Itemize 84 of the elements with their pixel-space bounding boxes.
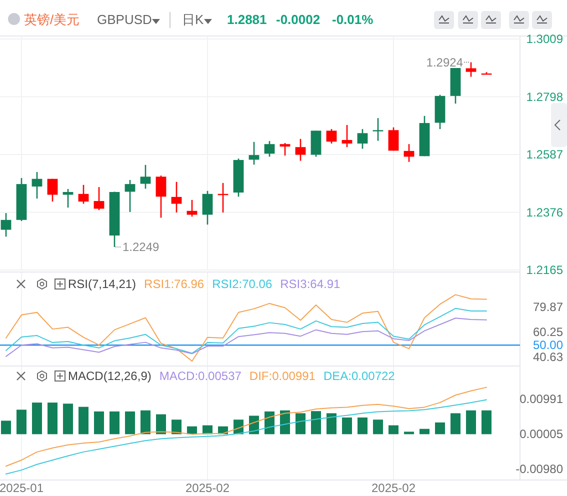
bar [326, 413, 336, 434]
bar [280, 410, 290, 434]
chart-title: RSI(7,14,21) [68, 277, 136, 291]
bar [373, 420, 383, 434]
line-series [6, 294, 487, 362]
y-tick-label: 1.2587 [526, 148, 564, 162]
candlestick [280, 142, 290, 156]
y-tick-label: 1.2376 [526, 205, 564, 220]
candlestick [357, 128, 368, 150]
bar [16, 410, 26, 434]
bar [125, 411, 135, 434]
text: -0.01% [332, 12, 374, 27]
bar [264, 411, 274, 434]
line-series [6, 318, 487, 357]
text: 1.2881 [227, 12, 267, 27]
line-series [6, 399, 487, 474]
candlestick [140, 164, 151, 190]
bar [466, 410, 476, 434]
y-tick-label: 1.2798 [526, 90, 564, 104]
line-series [6, 308, 487, 354]
bar [482, 410, 492, 434]
y-tick-label: 0.00991 [520, 392, 564, 406]
y-tick-label: 40.63 [532, 350, 564, 364]
bar [48, 402, 58, 434]
x-tick-label: 2025-01 [0, 481, 44, 495]
x-tick-label: 2025-02 [371, 481, 416, 495]
bar [342, 417, 352, 434]
candlestick [404, 143, 414, 163]
text: 日K [182, 12, 204, 27]
candlestick [466, 62, 476, 78]
bar [1, 420, 11, 434]
annotation: 1.2924 [426, 55, 464, 70]
candlestick [124, 179, 136, 213]
bar [311, 411, 321, 434]
candlestick [0, 212, 12, 238]
candlestick [171, 181, 182, 214]
bar [450, 413, 460, 434]
candlestick [78, 184, 89, 204]
candlestick [32, 171, 42, 200]
bar [140, 410, 150, 434]
candlestick [202, 190, 213, 226]
text: RSI1:76.96 [144, 277, 204, 291]
ref-line-label: 50.00 [532, 338, 564, 352]
bar [94, 411, 104, 434]
x-tick-label: 2025-02 [185, 481, 230, 495]
bar [435, 422, 445, 434]
bar [358, 417, 368, 434]
candlestick [156, 174, 166, 218]
line-series [6, 386, 487, 467]
bar [156, 414, 166, 434]
candlestick [388, 126, 399, 152]
candlestick [47, 178, 58, 202]
annotation: MACD:0.00537 [159, 369, 242, 383]
text: DEA:0.00722 [323, 369, 396, 383]
bar [388, 425, 398, 434]
y-tick-label: 1.2165 [526, 263, 564, 277]
text: RSI3:64.91 [280, 277, 341, 291]
y-tick-label: 1.3009 [526, 32, 564, 46]
bar [32, 402, 42, 434]
candlestick [94, 186, 104, 211]
text: DIF:0.00991 [249, 369, 316, 383]
y-tick-label: -0.00980 [516, 462, 564, 476]
candlestick [326, 128, 337, 144]
y-tick-label: 79.87 [532, 300, 564, 314]
text: RSI2:70.06 [212, 277, 272, 291]
text: GBPUSD [97, 12, 152, 27]
candlestick [372, 117, 384, 142]
candlestick [342, 124, 352, 148]
chart-title: MACD(12,26,9) [68, 369, 152, 383]
bar [63, 404, 73, 434]
bar [420, 428, 430, 434]
candlestick [248, 141, 260, 166]
bar [296, 413, 306, 434]
chart-title: 英镑/美元 [24, 12, 80, 27]
bar [404, 432, 414, 434]
text: -0.0002 [276, 12, 320, 27]
candlestick [264, 140, 275, 158]
bar [110, 411, 120, 434]
bar [172, 420, 182, 434]
y-tick-label: 0.00005 [520, 427, 564, 442]
candlestick [295, 138, 306, 162]
bar [78, 406, 88, 434]
annotation: 1.2249 [122, 240, 160, 254]
y-tick-label: 60.25 [532, 325, 564, 340]
